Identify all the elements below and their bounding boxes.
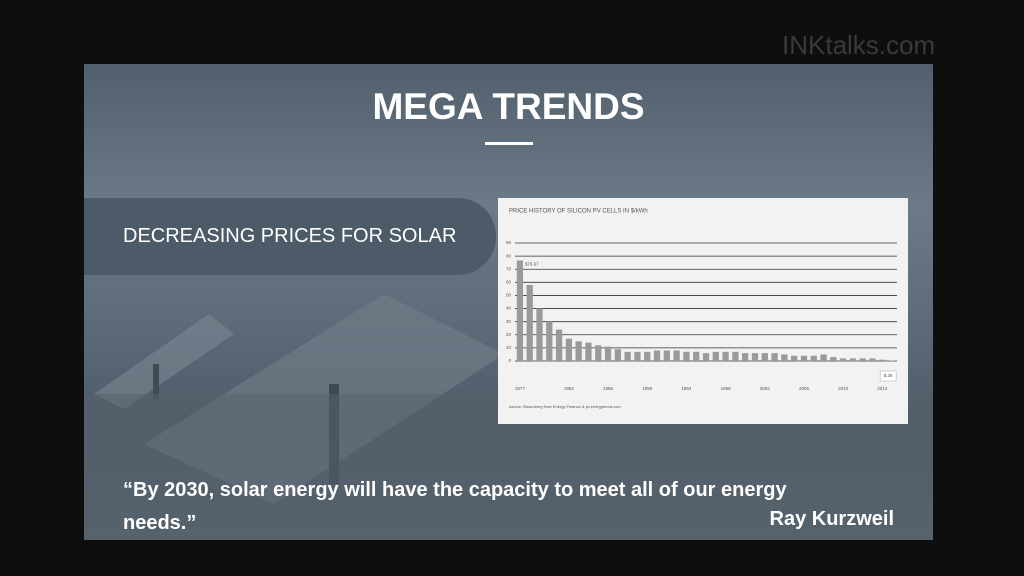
bar (595, 345, 602, 361)
y-tick-label: 0 (508, 358, 511, 363)
y-tick-label: 90 (506, 240, 512, 245)
bar (732, 351, 739, 361)
bar (879, 359, 886, 361)
bar (516, 260, 524, 361)
bar (830, 357, 837, 361)
bar (653, 350, 661, 361)
bar (781, 354, 788, 361)
x-tick-label: 1986 (603, 386, 614, 391)
x-tick-label: 1998 (721, 386, 732, 391)
bar (644, 351, 651, 361)
bar (634, 351, 641, 361)
bar (702, 353, 710, 361)
bar (800, 355, 808, 361)
bar (604, 346, 612, 361)
bar (859, 358, 866, 361)
y-tick-label: 40 (506, 306, 512, 311)
watermark: INKtalks.com (782, 30, 936, 60)
quote-author: Ray Kurzweil (769, 508, 894, 530)
bar (693, 351, 700, 361)
bar (555, 329, 563, 361)
bar (771, 353, 778, 361)
bar (839, 358, 847, 361)
bar (722, 351, 729, 361)
bar (546, 321, 553, 361)
y-tick-label: 20 (506, 332, 512, 337)
bar (614, 349, 621, 361)
banner-text: DECREASING PRICES FOR SOLAR (123, 225, 457, 247)
bar (663, 350, 670, 361)
bar (742, 353, 749, 361)
bar (791, 355, 798, 361)
bar (575, 341, 582, 361)
bar (810, 355, 817, 361)
x-tick-label: 1990 (642, 386, 653, 391)
x-tick-label: 1994 (681, 386, 692, 391)
bar (751, 353, 759, 361)
y-tick-label: 50 (506, 293, 512, 298)
y-tick-label: 80 (506, 253, 512, 258)
chart-background (498, 198, 908, 424)
bar (820, 354, 827, 361)
slide-title: MEGA TRENDS (372, 86, 645, 127)
bar (712, 351, 719, 361)
y-tick-label: 60 (506, 280, 512, 285)
bar (849, 358, 857, 361)
x-tick-label: 1977 (515, 386, 526, 391)
bar (761, 353, 768, 361)
value-label: $.36 (884, 373, 893, 378)
chart-title: PRICE HISTORY OF SILICON PV CELLS IN $/k… (509, 209, 648, 215)
x-tick-label: 2002 (760, 386, 771, 391)
bar (624, 351, 631, 361)
chart: PRICE HISTORY OF SILICON PV CELLS IN $/k… (498, 198, 908, 424)
bar (869, 358, 876, 361)
bar (585, 342, 592, 361)
value-label: $76.67 (525, 262, 539, 267)
y-tick-label: 30 (506, 319, 512, 324)
x-tick-label: 2014 (877, 386, 888, 391)
bar (565, 338, 573, 361)
value-label-box (879, 370, 897, 382)
bar (673, 350, 680, 361)
bar (683, 351, 690, 361)
bar (526, 284, 533, 361)
x-tick-label: 2010 (838, 386, 849, 391)
banner (84, 198, 496, 275)
bar (536, 308, 543, 361)
x-tick-label: 2006 (799, 386, 810, 391)
quote: “By 2030, solar energy will have the cap… (123, 479, 787, 534)
x-tick-label: 1982 (564, 386, 575, 391)
title-rule (485, 142, 533, 145)
y-tick-label: 70 (506, 266, 512, 271)
y-tick-label: 10 (506, 345, 512, 350)
chart-source: source: Bloomberg New Energy Finance & p… (509, 404, 621, 409)
